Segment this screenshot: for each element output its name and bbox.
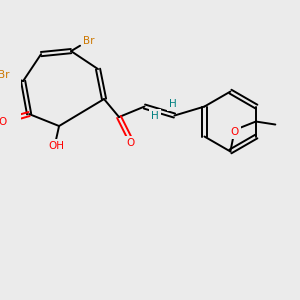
Text: Br: Br (83, 36, 95, 46)
Text: O: O (0, 116, 6, 127)
Text: O: O (127, 137, 135, 148)
Text: O: O (231, 127, 239, 137)
Text: OH: OH (48, 140, 64, 151)
Text: H: H (169, 99, 177, 109)
Text: H: H (151, 110, 159, 121)
Text: Br: Br (0, 70, 9, 80)
